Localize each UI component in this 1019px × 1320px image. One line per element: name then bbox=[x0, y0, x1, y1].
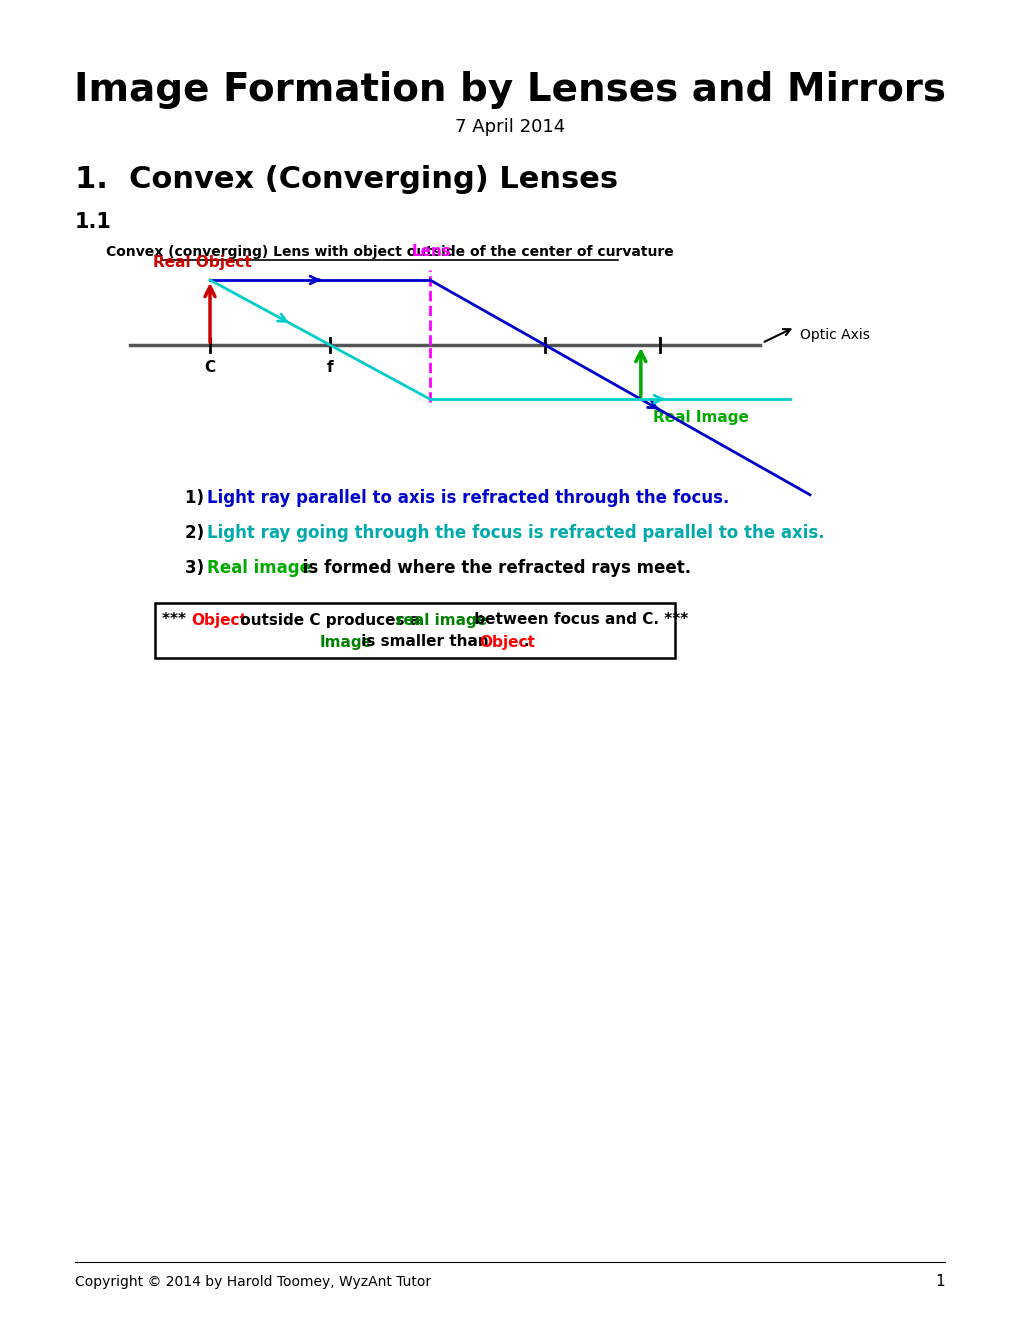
Text: Light ray parallel to axis is refracted through the focus.: Light ray parallel to axis is refracted … bbox=[207, 488, 729, 507]
Text: 1: 1 bbox=[934, 1275, 944, 1290]
FancyBboxPatch shape bbox=[155, 603, 675, 657]
Text: 2): 2) bbox=[184, 524, 210, 543]
Text: 7 April 2014: 7 April 2014 bbox=[454, 117, 565, 136]
Text: 3): 3) bbox=[184, 558, 210, 577]
Text: Optic Axis: Optic Axis bbox=[799, 327, 869, 342]
Text: 1.1: 1.1 bbox=[75, 213, 112, 232]
Text: Real image: Real image bbox=[207, 558, 311, 577]
Text: Light ray going through the focus is refracted parallel to the axis.: Light ray going through the focus is ref… bbox=[207, 524, 823, 543]
Text: 1): 1) bbox=[184, 488, 210, 507]
Text: is smaller than: is smaller than bbox=[356, 635, 493, 649]
Text: between focus and C. ***: between focus and C. *** bbox=[468, 612, 687, 627]
Text: Convex (converging) Lens with object outside of the center of curvature: Convex (converging) Lens with object out… bbox=[106, 246, 674, 259]
Text: outside C produces a: outside C produces a bbox=[234, 612, 425, 627]
Text: Real Object: Real Object bbox=[153, 255, 251, 269]
Text: real image: real image bbox=[395, 612, 486, 627]
Text: is formed where the refracted rays meet.: is formed where the refracted rays meet. bbox=[297, 558, 691, 577]
Text: .: . bbox=[523, 635, 529, 649]
Text: Copyright © 2014 by Harold Toomey, WyzAnt Tutor: Copyright © 2014 by Harold Toomey, WyzAn… bbox=[75, 1275, 431, 1290]
Text: Object: Object bbox=[479, 635, 535, 649]
Text: 1.  Convex (Converging) Lenses: 1. Convex (Converging) Lenses bbox=[75, 165, 618, 194]
Text: Image: Image bbox=[319, 635, 372, 649]
Text: Object: Object bbox=[191, 612, 247, 627]
Text: f: f bbox=[326, 359, 333, 375]
Text: C: C bbox=[204, 359, 215, 375]
Text: Real Image: Real Image bbox=[652, 409, 748, 425]
Text: Lens: Lens bbox=[412, 244, 451, 260]
Text: ***: *** bbox=[162, 612, 192, 627]
Text: Image Formation by Lenses and Mirrors: Image Formation by Lenses and Mirrors bbox=[74, 71, 945, 110]
